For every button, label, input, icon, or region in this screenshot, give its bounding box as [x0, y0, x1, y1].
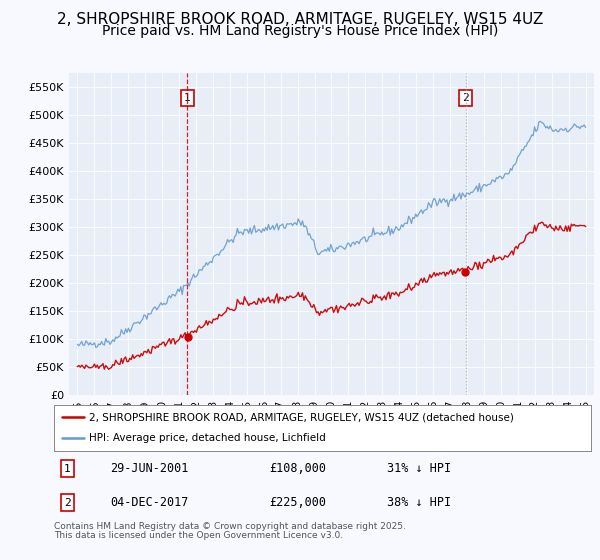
Text: £108,000: £108,000 — [269, 462, 326, 475]
Text: This data is licensed under the Open Government Licence v3.0.: This data is licensed under the Open Gov… — [54, 531, 343, 540]
Text: 31% ↓ HPI: 31% ↓ HPI — [387, 462, 451, 475]
Text: £225,000: £225,000 — [269, 496, 326, 509]
Text: 38% ↓ HPI: 38% ↓ HPI — [387, 496, 451, 509]
Text: 1: 1 — [184, 93, 191, 103]
Text: 2, SHROPSHIRE BROOK ROAD, ARMITAGE, RUGELEY, WS15 4UZ: 2, SHROPSHIRE BROOK ROAD, ARMITAGE, RUGE… — [57, 12, 543, 27]
Text: Price paid vs. HM Land Registry's House Price Index (HPI): Price paid vs. HM Land Registry's House … — [102, 24, 498, 38]
Text: 2, SHROPSHIRE BROOK ROAD, ARMITAGE, RUGELEY, WS15 4UZ (detached house): 2, SHROPSHIRE BROOK ROAD, ARMITAGE, RUGE… — [89, 412, 514, 422]
Text: 2: 2 — [462, 93, 469, 103]
Text: 2: 2 — [64, 498, 71, 507]
Text: 29-JUN-2001: 29-JUN-2001 — [110, 462, 189, 475]
Text: 1: 1 — [64, 464, 71, 474]
Text: HPI: Average price, detached house, Lichfield: HPI: Average price, detached house, Lich… — [89, 433, 326, 444]
Text: Contains HM Land Registry data © Crown copyright and database right 2025.: Contains HM Land Registry data © Crown c… — [54, 522, 406, 531]
Text: 04-DEC-2017: 04-DEC-2017 — [110, 496, 189, 509]
